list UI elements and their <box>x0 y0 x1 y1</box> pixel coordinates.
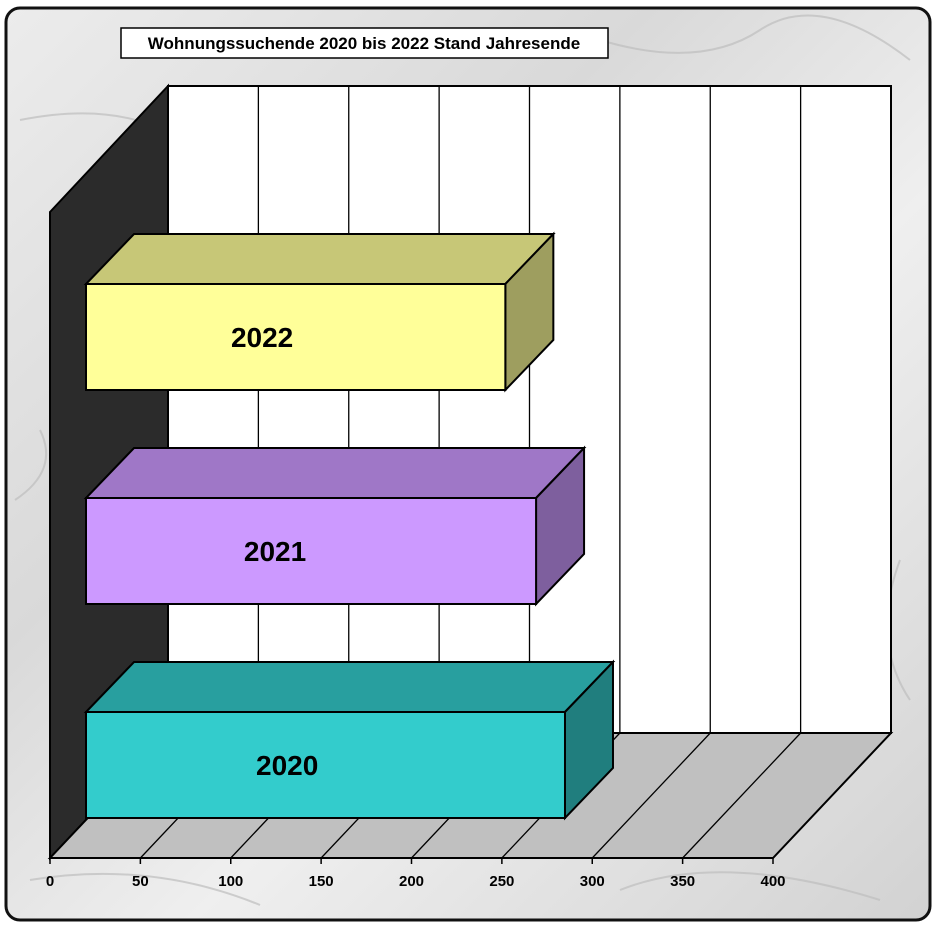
bar-top-face <box>83 447 587 499</box>
bar-2022: 2022 <box>83 231 556 393</box>
x-tick-label: 300 <box>580 873 605 890</box>
chart-title-box: Wohnungssuchende 2020 bis 2022 Stand Jah… <box>120 27 609 59</box>
bar-label-2020: 2020 <box>256 750 318 781</box>
bar-label-2022: 2022 <box>231 322 293 353</box>
bar-top-face <box>83 233 556 285</box>
x-tick-label: 250 <box>489 873 514 890</box>
x-tick-label: 100 <box>218 873 243 890</box>
x-tick-label: 150 <box>309 873 334 890</box>
chart-title: Wohnungssuchende 2020 bis 2022 Stand Jah… <box>148 34 580 53</box>
gridline-floor <box>591 732 711 859</box>
x-axis: 0 50 100 150 200 250 300 350 400 <box>46 857 786 890</box>
x-tick-label: 50 <box>132 873 149 890</box>
bar-2021: 2021 <box>83 445 587 607</box>
x-tick-label: 200 <box>399 873 424 890</box>
bar-front-face <box>85 283 507 391</box>
x-tick-label: 400 <box>760 873 785 890</box>
bar-label-2021: 2021 <box>244 536 306 567</box>
bars: 2022 2021 2020 <box>83 231 616 821</box>
bar-front-face <box>85 711 566 819</box>
x-tick-label: 350 <box>670 873 695 890</box>
bar-front-face <box>85 497 538 605</box>
gridline-floor <box>772 732 892 859</box>
x-tick-label: 0 <box>46 873 54 890</box>
bar-top-face <box>83 661 616 713</box>
gridline-floor <box>682 732 802 859</box>
bar-2020: 2020 <box>83 659 616 821</box>
